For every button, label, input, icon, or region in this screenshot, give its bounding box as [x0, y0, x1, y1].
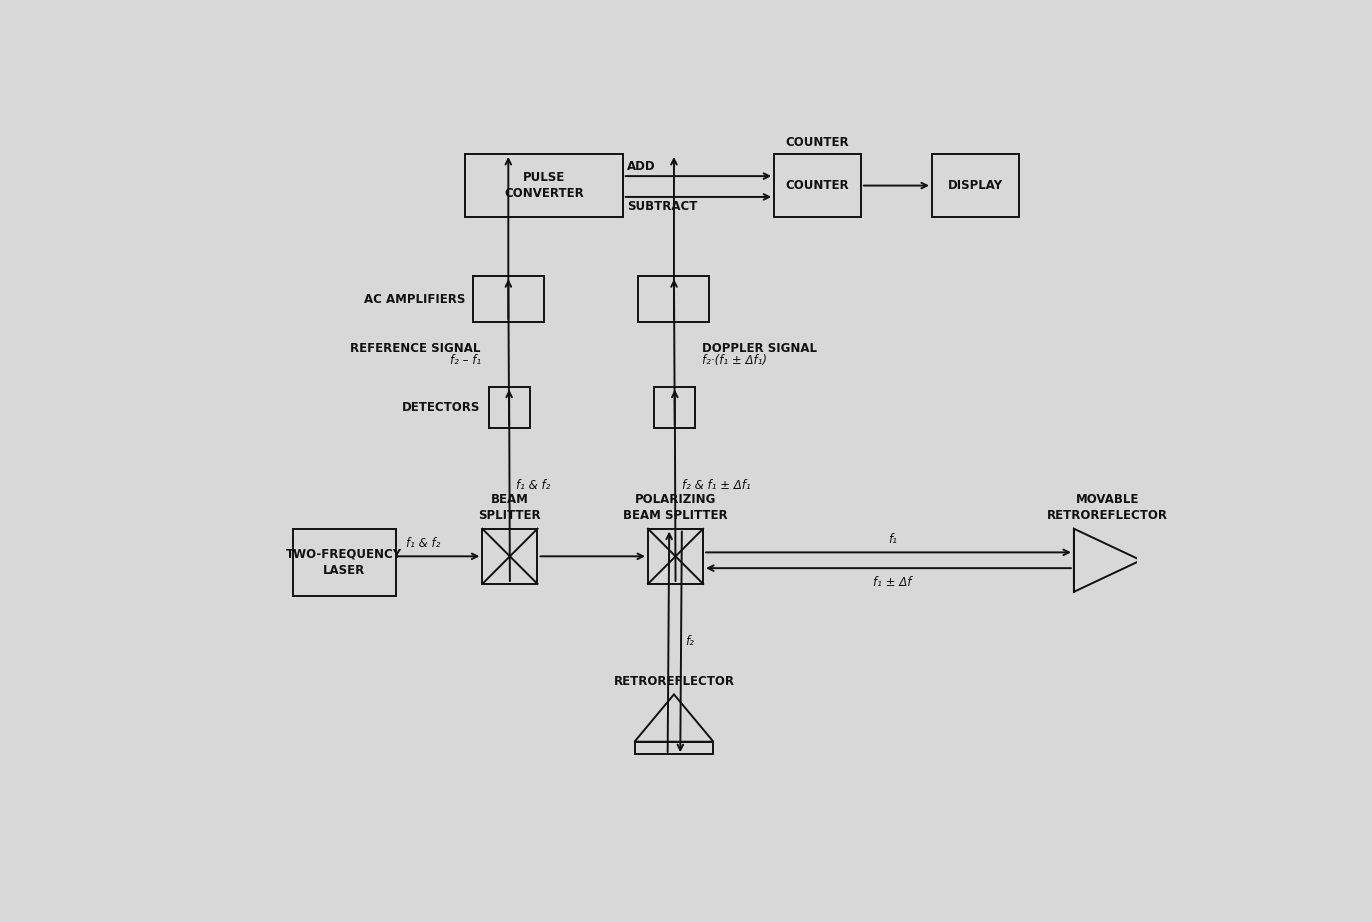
Text: COUNTER: COUNTER [786, 179, 849, 192]
Text: f₂ & f₁ ± Δf₁: f₂ & f₁ ± Δf₁ [682, 479, 750, 491]
Text: f₂·(f₁ ± Δf₁): f₂·(f₁ ± Δf₁) [701, 354, 767, 367]
Text: f₂ – f₁: f₂ – f₁ [450, 354, 480, 367]
Bar [465, 154, 623, 217]
Text: DOPPLER SIGNAL: DOPPLER SIGNAL [701, 342, 816, 355]
Text: f₁: f₁ [888, 533, 897, 546]
Text: SUBTRACT: SUBTRACT [627, 200, 698, 213]
Text: f₁ & f₂: f₁ & f₂ [516, 479, 550, 491]
Text: ADD: ADD [627, 160, 656, 173]
Bar [473, 277, 543, 322]
Bar [294, 528, 395, 596]
Text: f₂: f₂ [685, 634, 694, 647]
Text: MOVABLE
RETROREFLECTOR: MOVABLE RETROREFLECTOR [1047, 493, 1168, 523]
Bar [488, 386, 530, 428]
Text: TWO-FREQUENCY
LASER: TWO-FREQUENCY LASER [287, 548, 402, 577]
Text: POLARIZING
BEAM SPLITTER: POLARIZING BEAM SPLITTER [623, 493, 729, 523]
Text: f₁ & f₂: f₁ & f₂ [406, 537, 440, 550]
Text: BEAM
SPLITTER: BEAM SPLITTER [479, 493, 541, 523]
Bar [774, 154, 860, 217]
Text: DETECTORS: DETECTORS [402, 401, 480, 414]
Text: RETROREFLECTOR: RETROREFLECTOR [613, 675, 734, 688]
Text: COUNTER: COUNTER [786, 136, 849, 149]
Bar [648, 528, 702, 584]
Bar [483, 528, 538, 584]
Bar [634, 741, 713, 753]
Bar [638, 277, 709, 322]
Bar [932, 154, 1018, 217]
Text: REFERENCE SIGNAL: REFERENCE SIGNAL [350, 342, 480, 355]
Text: AC AMPLIFIERS: AC AMPLIFIERS [364, 292, 465, 306]
Text: f₁ ± Δf: f₁ ± Δf [874, 576, 911, 589]
Bar [654, 386, 696, 428]
Text: DISPLAY: DISPLAY [948, 179, 1003, 192]
Text: PULSE
CONVERTER: PULSE CONVERTER [504, 171, 583, 200]
